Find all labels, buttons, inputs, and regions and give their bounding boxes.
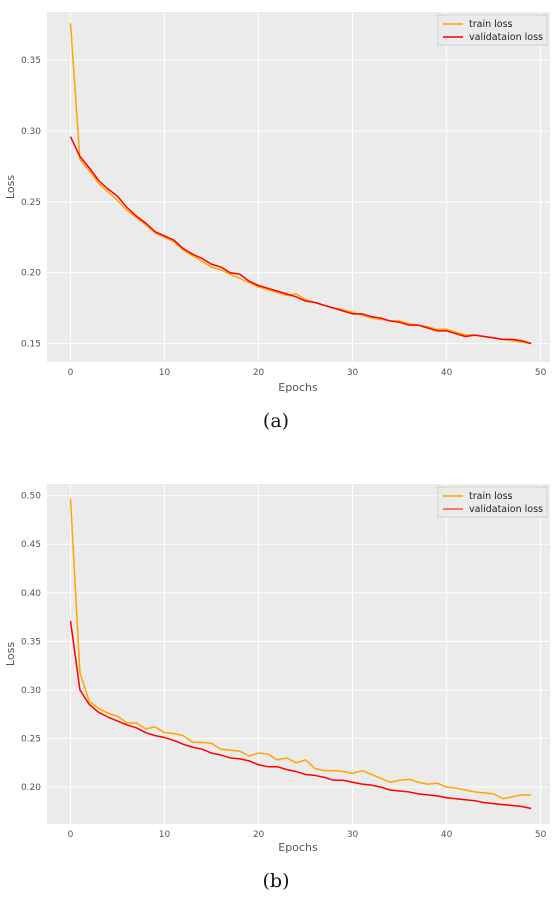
- gridlines-a: [47, 12, 550, 362]
- y-tick-label: 0.35: [21, 56, 41, 66]
- x-axis-label: Epochs: [278, 841, 318, 854]
- legend-a: train loss validataion loss: [437, 14, 548, 46]
- legend-label-train: train loss: [469, 491, 513, 502]
- x-tick-label: 0: [68, 368, 74, 378]
- tick-labels-b: 0 10 20 30 40 50 0.20 0.25 0.30 0.35 0.40 0.45 0.50: [21, 492, 547, 840]
- x-tick-label: 20: [253, 368, 265, 378]
- y-tick-label: 0.30: [21, 686, 41, 696]
- tick-labels-a: 0 10 20 30 40 50 0.15 0.20 0.25 0.30 0.35: [21, 56, 547, 378]
- y-tick-label: 0.20: [21, 269, 41, 279]
- x-tick-label: 10: [159, 830, 171, 840]
- legend-label-validation: validataion loss: [469, 504, 543, 515]
- plot-area-a: [47, 12, 550, 362]
- chart-panel-a: 0 10 20 30 40 50 0.15 0.20 0.25 0.30 0.35 train lo…: [4, 12, 550, 432]
- chart-panel-b: 0 10 20 30 40 500.200.250.300.350.400.450.50 …: [4, 484, 550, 892]
- x-tick-label: 30: [347, 368, 359, 378]
- y-tick-label: 0.35: [21, 637, 41, 647]
- y-tick-label: 0.15: [21, 340, 41, 350]
- figure-caption-a: (a): [263, 410, 289, 432]
- x-tick-label: 0: [68, 830, 74, 840]
- x-tick-label: 10: [159, 368, 171, 378]
- y-tick-label: 0.25: [21, 198, 41, 208]
- x-tick-label: 40: [441, 368, 453, 378]
- x-axis-label: Epochs: [278, 381, 318, 394]
- legend-box: [437, 14, 548, 46]
- x-tick-label: 50: [535, 368, 547, 378]
- y-tick-label: 0.45: [21, 540, 41, 550]
- y-axis-label: Loss: [4, 175, 17, 199]
- legend-box: [437, 486, 548, 518]
- y-axis-label: Loss: [4, 642, 17, 666]
- series-validation-loss: [69, 136, 532, 345]
- figure-caption-b: (b): [263, 870, 290, 892]
- y-tick-label: 0.40: [21, 589, 41, 599]
- x-tick-label: 50: [535, 830, 547, 840]
- plot-area-b: [47, 484, 550, 824]
- legend-label-validation: validataion loss: [469, 32, 543, 43]
- y-tick-label: 0.20: [21, 783, 41, 793]
- series-validation-loss: [69, 620, 532, 810]
- y-tick-label: 0.25: [21, 735, 41, 745]
- x-tick-label: 20: [253, 830, 265, 840]
- series-lines-b: [69, 498, 532, 810]
- y-tick-label: 0.30: [21, 127, 41, 137]
- y-tick-label: 0.50: [21, 492, 41, 502]
- legend-label-train: train loss: [469, 19, 513, 30]
- series-train-loss: [69, 23, 532, 345]
- x-tick-label: 30: [347, 830, 359, 840]
- x-tick-label: 40: [441, 830, 453, 840]
- series-lines-a: [69, 23, 532, 345]
- series-train-loss: [69, 498, 532, 800]
- legend-b: train loss validataion loss: [437, 486, 548, 518]
